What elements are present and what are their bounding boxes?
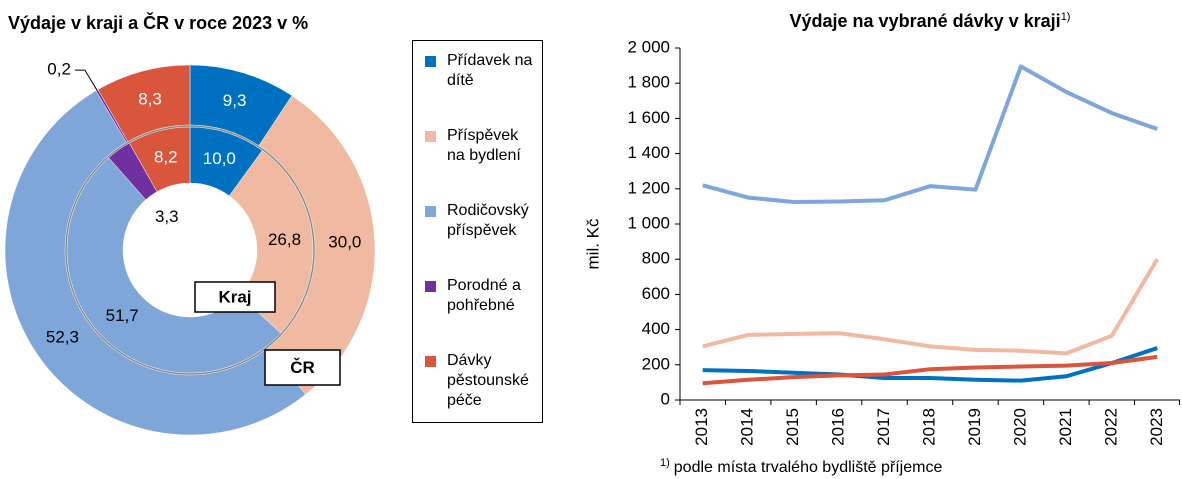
y-tick-label: 1 000 (627, 213, 670, 232)
ring-label: Kraj (218, 287, 251, 306)
data-label: 51,7 (106, 306, 139, 325)
donut-slice (4, 90, 306, 436)
legend-label: Rodičovský příspěvek (447, 202, 529, 239)
legend-swatch (425, 356, 436, 367)
x-tick-label: 2018 (919, 408, 938, 446)
x-tick-label: 2023 (1147, 408, 1166, 446)
x-tick-label: 2016 (829, 408, 848, 446)
x-tick-label: 2013 (692, 408, 711, 446)
legend: Přídavek na dítě Příspěvek na bydlení Rodi… (412, 40, 543, 423)
data-line (702, 346, 1158, 383)
data-line (702, 64, 1158, 204)
donut-slice (97, 64, 191, 142)
footnote-text: podle místa trvalého bydliště příjemce (674, 459, 943, 476)
data-label: 30,0 (328, 232, 361, 251)
data-label: 10,0 (203, 149, 236, 168)
title-note: 1) (1061, 11, 1071, 23)
legend-label: Příspěvek na bydlení (447, 127, 521, 164)
data-label: 8,3 (138, 90, 162, 109)
legend-item: Porodné a pohřebné (425, 276, 535, 316)
y-tick-label: 200 (642, 354, 670, 373)
x-tick-label: 2021 (1056, 408, 1075, 446)
y-axis-label: mil. Kč (583, 218, 602, 270)
ring-label: ČR (290, 358, 315, 377)
y-tick-label: 1 400 (627, 143, 670, 162)
data-line (702, 354, 1158, 386)
legend-item: Přídavek na dítě (425, 51, 535, 91)
data-label: 3,3 (155, 207, 179, 226)
data-label: 9,3 (223, 91, 247, 110)
legend-item: Dávky pěstounské péče (425, 351, 535, 411)
x-tick-label: 2020 (1010, 408, 1029, 446)
donut-slice (258, 95, 376, 395)
ring-outline (65, 125, 315, 375)
x-tick-label: 2019 (965, 408, 984, 446)
donut-slice (129, 126, 191, 193)
y-tick-label: 600 (642, 284, 670, 303)
y-tick-label: 2 000 (627, 37, 670, 56)
legend-swatch (425, 206, 436, 217)
donut-slice (66, 157, 282, 374)
legend-label: Přídavek na dítě (447, 52, 533, 89)
ring-label-box (194, 281, 276, 313)
data-label: 8,2 (154, 148, 178, 167)
legend-swatch (425, 56, 436, 67)
footnote-marker: 1) (660, 457, 670, 469)
legend-label: Dávky pěstounské péče (447, 352, 529, 409)
y-tick-label: 1 600 (627, 108, 670, 127)
x-tick-label: 2015 (783, 408, 802, 446)
chart-title: Výdaje na vybrané dávky v kraji1) (790, 11, 1071, 31)
y-tick-label: 0 (661, 389, 670, 408)
x-tick-label: 2017 (874, 408, 893, 446)
legend-swatch (425, 131, 436, 142)
leader-line (74, 69, 98, 91)
chart-title: Výdaje v kraji a ČR v roce 2023 v % (8, 12, 308, 33)
legend-label: Porodné a pohřebné (447, 277, 521, 314)
data-label: 52,3 (46, 328, 79, 347)
legend-item: Rodičovský příspěvek (425, 201, 535, 241)
y-tick-label: 1 200 (627, 178, 670, 197)
footnote: 1) podle místa trvalého bydliště příjemce (660, 457, 942, 476)
y-tick-label: 1 800 (627, 73, 670, 92)
data-label: 26,8 (268, 230, 301, 249)
legend-swatch (425, 281, 436, 292)
x-tick-label: 2022 (1101, 408, 1120, 446)
data-line (702, 258, 1159, 356)
ring-label-box (264, 349, 341, 386)
y-tick-label: 400 (642, 319, 670, 338)
x-tick-label: 2014 (738, 408, 757, 446)
y-tick-label: 800 (642, 249, 670, 268)
legend-item: Příspěvek na bydlení (425, 126, 535, 166)
data-label: 0,2 (47, 60, 71, 79)
chart-title-text: Výdaje na vybrané dávky v kraji (790, 11, 1061, 31)
